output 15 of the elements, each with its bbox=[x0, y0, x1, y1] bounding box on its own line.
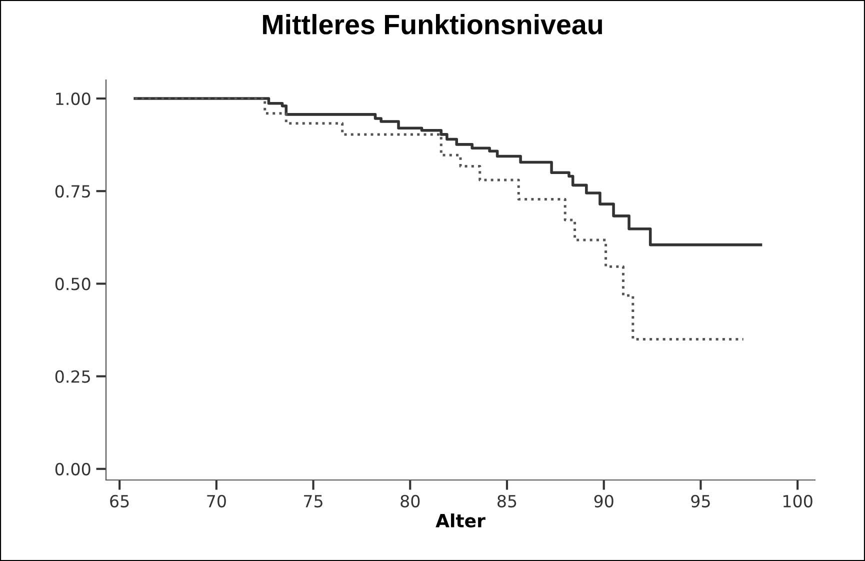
y-tick-label: 1.00 bbox=[56, 92, 90, 106]
chart-title: Mittleres Funktionsniveau bbox=[263, 14, 602, 34]
x-tick-label: 70 bbox=[207, 494, 226, 508]
x-tick-label: 85 bbox=[498, 494, 516, 508]
x-tick-label: 90 bbox=[594, 494, 614, 508]
x-tick-label: 75 bbox=[304, 495, 322, 508]
x-tick-label: 65 bbox=[110, 494, 129, 508]
y-tick-label: 0.00 bbox=[55, 462, 90, 476]
y-tick-label: 0.75 bbox=[55, 185, 90, 198]
y-tick-label: 0.25 bbox=[55, 370, 90, 383]
x-tick-label: 95 bbox=[691, 494, 710, 508]
x-tick-label: 100 bbox=[783, 494, 812, 508]
x-tick-label: 80 bbox=[400, 494, 420, 508]
x-axis-title: Alter bbox=[436, 513, 486, 528]
y-tick-label: 0.50 bbox=[55, 278, 90, 290]
